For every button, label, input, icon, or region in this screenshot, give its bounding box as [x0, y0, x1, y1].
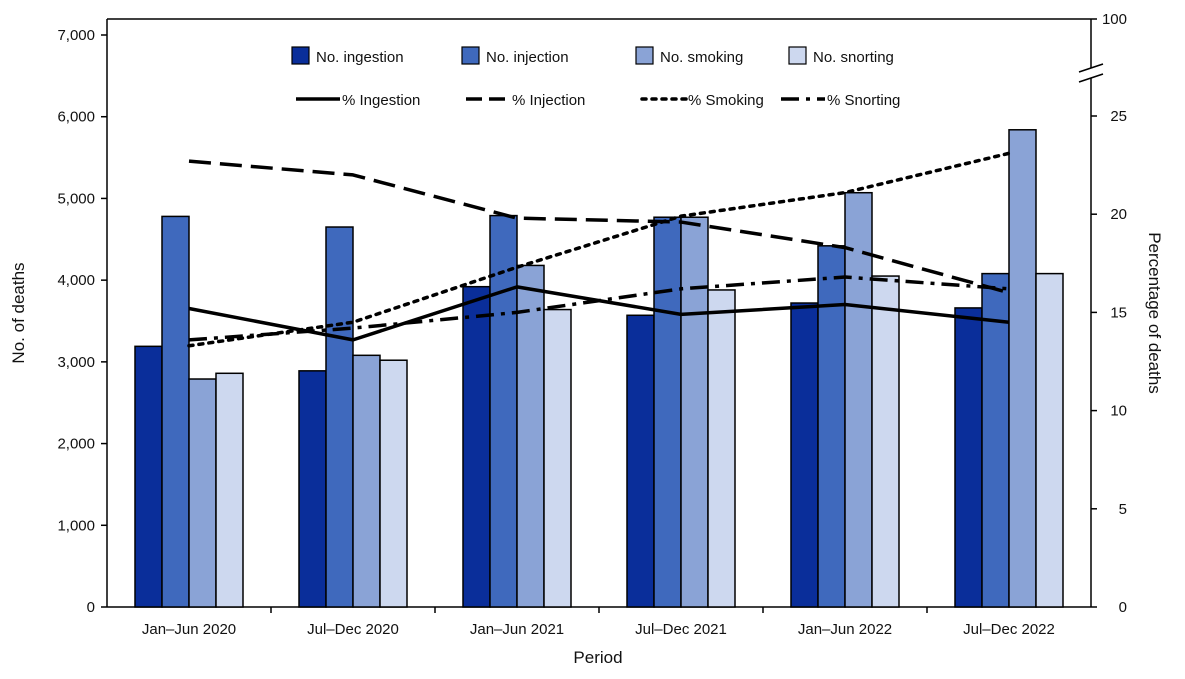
bar-no-smoking-0 — [188, 378, 217, 608]
bar-no-snorting-4 — [871, 275, 900, 608]
bar-no-ingestion-2 — [462, 285, 491, 608]
line--injection — [188, 159, 1010, 295]
bar-no-smoking-1 — [352, 354, 381, 608]
bar-no-smoking-3 — [680, 216, 709, 608]
line--smoking — [187, 151, 1011, 348]
x-tick-label: Jul–Dec 2021 — [635, 621, 727, 638]
y-tick-label: 4,000 — [57, 272, 95, 289]
legend-label-bar-3: No. snorting — [813, 49, 894, 66]
y2-tick-label: 0 — [1119, 599, 1127, 616]
line--snorting — [188, 275, 1010, 342]
y2-tick-label: 25 — [1110, 108, 1127, 125]
axis-break-mark-upper — [1078, 63, 1104, 73]
bar-no-ingestion-3 — [626, 314, 655, 608]
y-tick-label: 5,000 — [57, 190, 95, 207]
bar-no-ingestion-0 — [134, 345, 163, 608]
bar-no-snorting-3 — [707, 289, 736, 608]
legend-swatch-bar-1 — [461, 46, 480, 65]
bar-no-injection-2 — [489, 214, 518, 608]
axis-break-mark-lower — [1078, 73, 1104, 83]
y2-axis-title: Percentage of deaths — [1145, 232, 1164, 394]
legend-label-line-0: % Ingestion — [342, 92, 420, 109]
y-tick-label: 7,000 — [57, 27, 95, 44]
bar-no-injection-5 — [981, 272, 1010, 608]
bar-no-snorting-2 — [543, 308, 572, 608]
bar-no-injection-0 — [161, 215, 190, 608]
x-axis-title: Period — [573, 648, 622, 667]
y-tick-label: 1,000 — [57, 517, 95, 534]
legend-label-bar-1: No. injection — [486, 49, 569, 66]
axis-labels: Period No. of deaths Percentage of death… — [9, 232, 1164, 667]
legend-label-line-2: % Smoking — [688, 92, 764, 109]
bar-no-snorting-5 — [1035, 272, 1064, 608]
y2-tick-label: 20 — [1110, 206, 1127, 223]
legend-swatch-bar-3 — [788, 46, 807, 65]
legend-swatch-bar-2 — [635, 46, 654, 65]
legend-label-line-3: % Snorting — [827, 92, 900, 109]
y-tick-label: 3,000 — [57, 354, 95, 371]
y2-tick-label: 10 — [1110, 403, 1127, 420]
x-tick-label: Jan–Jun 2022 — [798, 621, 892, 638]
legend-label-bar-2: No. smoking — [660, 49, 743, 66]
bar-no-injection-1 — [325, 226, 354, 608]
axes: 0 1,000 2,000 3,000 4,000 5,000 6,000 7,000 0 5 10… — [57, 11, 1127, 638]
bar-no-injection-3 — [653, 216, 682, 608]
y2-tick-label-break: 100 — [1102, 11, 1127, 28]
x-tick-label: Jan–Jun 2020 — [142, 621, 236, 638]
bar-no-smoking-4 — [844, 191, 873, 608]
y-axis-title: No. of deaths — [9, 262, 28, 363]
bar-no-smoking-2 — [516, 264, 545, 608]
legend: No. ingestion No. injection No. smoking No.… — [291, 46, 900, 109]
lines — [187, 151, 1011, 348]
bar-no-ingestion-4 — [790, 302, 819, 608]
y-tick-label: 6,000 — [57, 109, 95, 126]
bar-no-snorting-1 — [379, 359, 408, 608]
y2-tick-label: 15 — [1110, 304, 1127, 321]
bar-no-snorting-0 — [215, 372, 244, 608]
x-tick-label: Jan–Jun 2021 — [470, 621, 564, 638]
y2-tick-label: 5 — [1119, 501, 1127, 518]
bar-no-injection-4 — [817, 245, 846, 608]
y-tick-label: 0 — [87, 599, 95, 616]
bar-no-ingestion-5 — [954, 307, 983, 608]
y-tick-label: 2,000 — [57, 436, 95, 453]
legend-swatch-bar-0 — [291, 46, 310, 65]
legend-label-bar-0: No. ingestion — [316, 49, 404, 66]
legend-label-line-1: % Injection — [512, 92, 585, 109]
bars — [134, 129, 1064, 608]
x-tick-label: Jul–Dec 2022 — [963, 621, 1055, 638]
bar-no-ingestion-1 — [298, 370, 327, 608]
bar-no-smoking-5 — [1008, 129, 1037, 608]
x-tick-label: Jul–Dec 2020 — [307, 621, 399, 638]
